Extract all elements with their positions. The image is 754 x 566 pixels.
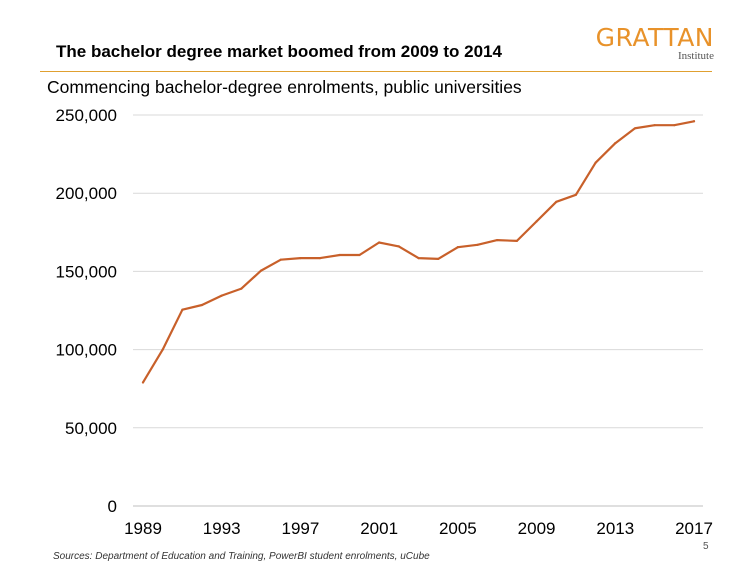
y-tick-label: 50,000 (65, 419, 117, 438)
data-point (594, 161, 597, 164)
data-point (338, 253, 341, 257)
data-point (259, 269, 263, 272)
source-note: Sources: Department of Education and Tra… (53, 551, 430, 562)
y-tick-label: 150,000 (56, 262, 117, 281)
series-line (141, 120, 696, 384)
data-point (653, 124, 656, 127)
data-point (614, 142, 617, 145)
data-point (417, 257, 420, 260)
data-point (299, 257, 302, 260)
x-tick-label: 1993 (203, 519, 241, 538)
chart-title: Commencing bachelor-degree enrolments, p… (47, 77, 522, 97)
logo-wordmark: GRATTAN (595, 23, 714, 52)
x-tick-label: 2005 (439, 519, 477, 538)
x-tick-label: 1989 (124, 519, 162, 538)
x-tick-label: 2017 (675, 519, 713, 538)
logo-subtitle: Institute (677, 50, 714, 62)
data-point (692, 120, 696, 123)
data-point (378, 241, 381, 244)
data-point (633, 127, 637, 130)
data-point (220, 294, 223, 297)
y-tick-label: 0 (108, 497, 117, 516)
data-point (673, 124, 676, 127)
gridlines (133, 114, 703, 507)
x-tick-label: 2013 (596, 519, 634, 538)
data-point (181, 308, 184, 311)
x-tick-label: 1997 (282, 519, 320, 538)
data-point (141, 381, 145, 384)
data-point (319, 257, 322, 260)
data-point (358, 253, 361, 257)
x-axis-ticks: 1989 1993 1997 2001 2005 2009 2013 2017 (124, 519, 713, 538)
data-point (555, 200, 558, 203)
data-point (535, 220, 538, 223)
title-divider (40, 71, 712, 72)
data-point (496, 239, 499, 242)
data-point (200, 303, 204, 307)
y-tick-label: 250,000 (56, 106, 117, 125)
page-number: 5 (703, 541, 709, 552)
y-tick-label: 100,000 (56, 341, 117, 360)
data-point (476, 243, 479, 246)
y-axis-ticks: 0 50,000 100,000 150,000 200,000 250,000 (56, 106, 117, 516)
data-point (437, 257, 440, 260)
data-point (456, 246, 459, 249)
series-group (141, 120, 696, 384)
data-point (515, 239, 518, 243)
data-point (397, 245, 400, 248)
data-point (574, 193, 578, 196)
data-point (161, 348, 164, 351)
page-title: The bachelor degree market boomed from 2… (56, 42, 502, 61)
y-tick-label: 200,000 (56, 184, 117, 203)
grattan-logo: GRATTAN Institute (590, 23, 714, 63)
data-point (279, 258, 282, 261)
x-tick-label: 2009 (518, 519, 556, 538)
data-point (240, 287, 243, 290)
x-tick-label: 2001 (360, 519, 398, 538)
